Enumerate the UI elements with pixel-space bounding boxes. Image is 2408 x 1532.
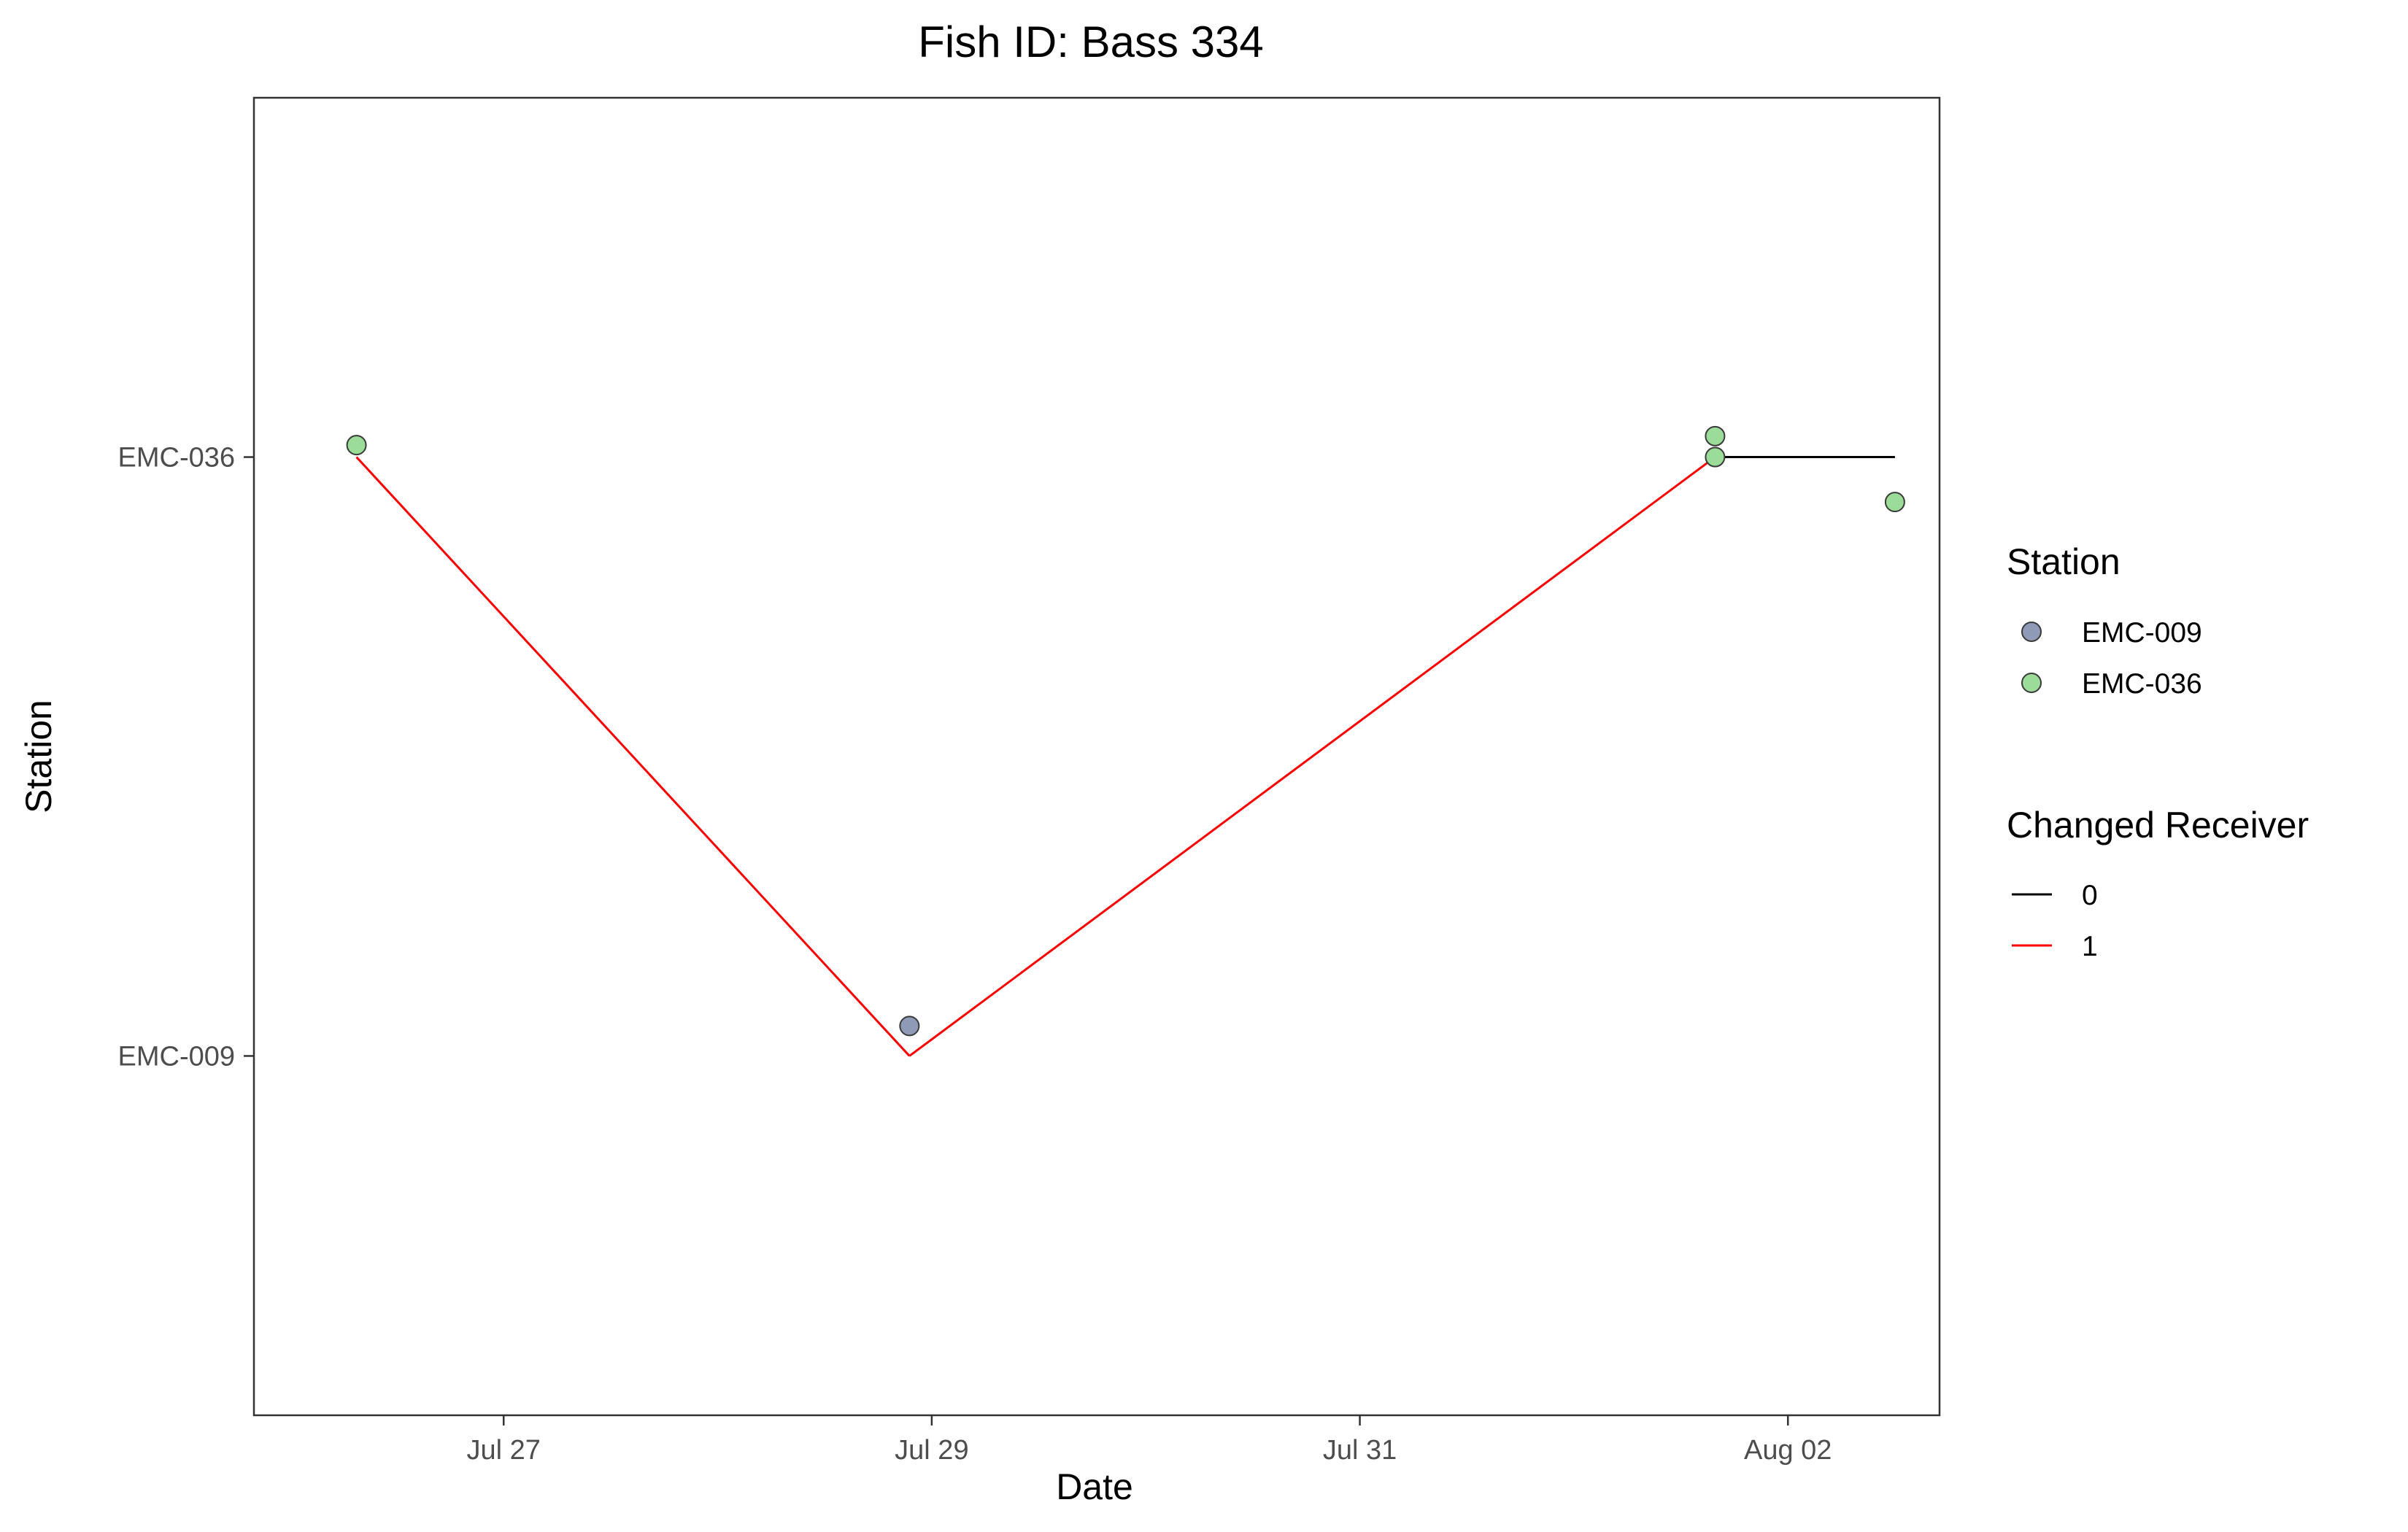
data-point-4	[1884, 492, 1905, 513]
data-point-1	[899, 1015, 920, 1037]
station-legend-label-0: EMC-009	[2082, 617, 2202, 649]
receiver-legend-title: Changed Receiver	[2007, 805, 2309, 846]
x-tick-label-3: Aug 02	[1744, 1435, 1832, 1466]
data-point-2	[1705, 425, 1726, 446]
station-legend-label-1: EMC-036	[2082, 668, 2202, 700]
station-legend: Station EMC-009 EMC-036	[2007, 541, 2202, 700]
y-axis-title: Station	[18, 700, 59, 813]
receiver-legend-label-1: 1	[2082, 931, 2098, 962]
x-axis: Jul 27 Jul 29 Jul 31 Aug 02	[467, 1415, 1832, 1466]
chart-title: Fish ID: Bass 334	[918, 18, 1264, 66]
x-tick-label-1: Jul 29	[895, 1435, 968, 1466]
x-axis-title: Date	[1056, 1466, 1133, 1507]
line-segment-0	[355, 456, 911, 1057]
data-point-3	[1705, 446, 1726, 468]
station-legend-key-0	[2021, 622, 2042, 642]
detection-points	[346, 425, 1905, 1037]
station-legend-key-1	[2021, 673, 2042, 693]
data-point-0	[346, 435, 367, 456]
plot-panel	[252, 96, 1941, 1417]
receiver-legend-label-0: 0	[2082, 880, 2098, 911]
line-segment-1	[908, 456, 1716, 1057]
station-legend-title: Station	[2007, 541, 2120, 582]
receiver-legend: Changed Receiver 0 1	[2007, 805, 2309, 962]
y-tick-label-1: EMC-036	[118, 443, 236, 473]
y-axis: EMC-009 EMC-036	[118, 443, 254, 1072]
x-tick-label-0: Jul 27	[467, 1435, 541, 1466]
y-tick-label-0: EMC-009	[118, 1041, 236, 1072]
trajectory-lines	[355, 456, 1895, 1057]
x-tick-label-2: Jul 31	[1323, 1435, 1397, 1466]
